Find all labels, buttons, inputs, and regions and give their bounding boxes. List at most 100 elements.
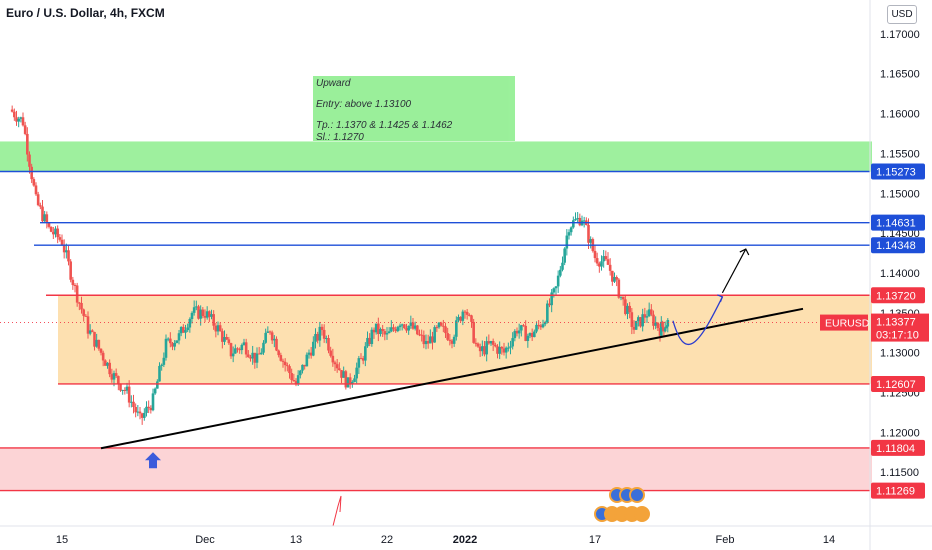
candle-body (160, 364, 163, 366)
level-price-label: 1.14631 (876, 218, 916, 230)
candle-body (201, 309, 205, 316)
candle-body (121, 389, 124, 391)
candle-body (314, 333, 317, 342)
candle-body (270, 332, 274, 341)
candle-body (409, 322, 413, 326)
projection-arrow[interactable] (721, 248, 747, 294)
candle-body (548, 303, 551, 306)
candle-body (73, 284, 77, 286)
candle-body (236, 348, 239, 350)
candle-body (602, 256, 605, 262)
time-tick-label: 17 (589, 534, 601, 546)
candle-body (164, 338, 168, 358)
projection-curve[interactable] (672, 296, 723, 345)
candle-body (257, 353, 261, 355)
candle-body (661, 321, 664, 328)
candle-body (626, 305, 629, 314)
currency-button[interactable]: USD (887, 5, 917, 24)
candle-body (218, 325, 222, 332)
candle-body (93, 331, 96, 347)
note-line-sl: Sl.: 1.1270 (316, 132, 364, 143)
candle-body (476, 343, 480, 347)
candle-body (54, 228, 57, 235)
candle-body (355, 367, 358, 379)
candle-body (251, 352, 254, 359)
candle-body (422, 335, 426, 345)
trendline[interactable] (100, 307, 804, 450)
candle-body (125, 386, 129, 391)
candle-body (439, 322, 443, 326)
candle-body (600, 261, 603, 267)
candle-body (608, 264, 612, 271)
candle-body (182, 326, 185, 333)
candle-body (52, 231, 55, 235)
candle-body (71, 279, 75, 285)
candle-body (242, 342, 246, 345)
candle-body (578, 217, 582, 226)
candle-body (316, 333, 319, 341)
candle-body (429, 336, 432, 344)
candle-body (359, 358, 363, 360)
candle-body (348, 377, 352, 385)
calendar-event-icon[interactable] (629, 487, 645, 503)
candle-body (158, 365, 161, 382)
candle-body (487, 341, 491, 344)
candle-body (34, 185, 38, 195)
candle-body (268, 331, 272, 333)
candle-body (489, 341, 493, 344)
level-price-tag (871, 482, 925, 499)
level-price-label: 1.15273 (876, 166, 916, 178)
candle-body (481, 346, 484, 352)
candle-body (130, 401, 133, 403)
candle-body (227, 339, 231, 344)
calendar-event-icon[interactable] (634, 506, 650, 522)
candle-body (210, 314, 213, 317)
candle-body (266, 331, 270, 333)
candle-body (483, 346, 486, 355)
candle-body (385, 333, 389, 335)
candle-body (537, 324, 540, 326)
candle-body (41, 206, 44, 222)
candle-body (450, 340, 454, 344)
candle-body (26, 133, 29, 155)
candle-body (49, 226, 53, 232)
candle-body (587, 225, 590, 243)
candle-body (145, 406, 148, 413)
candle-body (151, 393, 155, 411)
candle-body (249, 357, 252, 359)
candle-body (175, 340, 179, 343)
candle-body (104, 360, 107, 366)
price-tick-label: 1.15500 (880, 148, 920, 160)
candle-body (381, 328, 384, 332)
candle-body (156, 381, 159, 389)
candle-body (197, 306, 200, 319)
candle-body (17, 118, 20, 122)
price-tick-label: 1.16500 (880, 69, 920, 81)
candle-body (656, 322, 660, 329)
candle-body (517, 330, 521, 334)
candle-body (574, 219, 577, 221)
time-tick-label: 14 (823, 534, 835, 546)
time-axis[interactable]: 15 Dec 13 22 2022 17 Feb 14 (56, 534, 835, 546)
candle-body (84, 315, 88, 317)
candle-body (184, 330, 187, 333)
candle-body (294, 381, 298, 385)
candle-body (639, 317, 642, 327)
candle-body (292, 380, 296, 382)
candle-body (589, 239, 592, 243)
candle-body (290, 373, 293, 381)
candle-body (238, 349, 241, 351)
candle-body (357, 358, 361, 368)
candle-body (344, 371, 348, 388)
candle-body (418, 334, 421, 336)
candle-body (563, 248, 566, 263)
levels (0, 170, 870, 492)
candle-body (377, 323, 380, 335)
candle-body (528, 333, 532, 336)
candle-body (123, 389, 127, 391)
candle-body (214, 325, 218, 332)
candle-body (134, 407, 137, 413)
candle-body (140, 413, 144, 418)
